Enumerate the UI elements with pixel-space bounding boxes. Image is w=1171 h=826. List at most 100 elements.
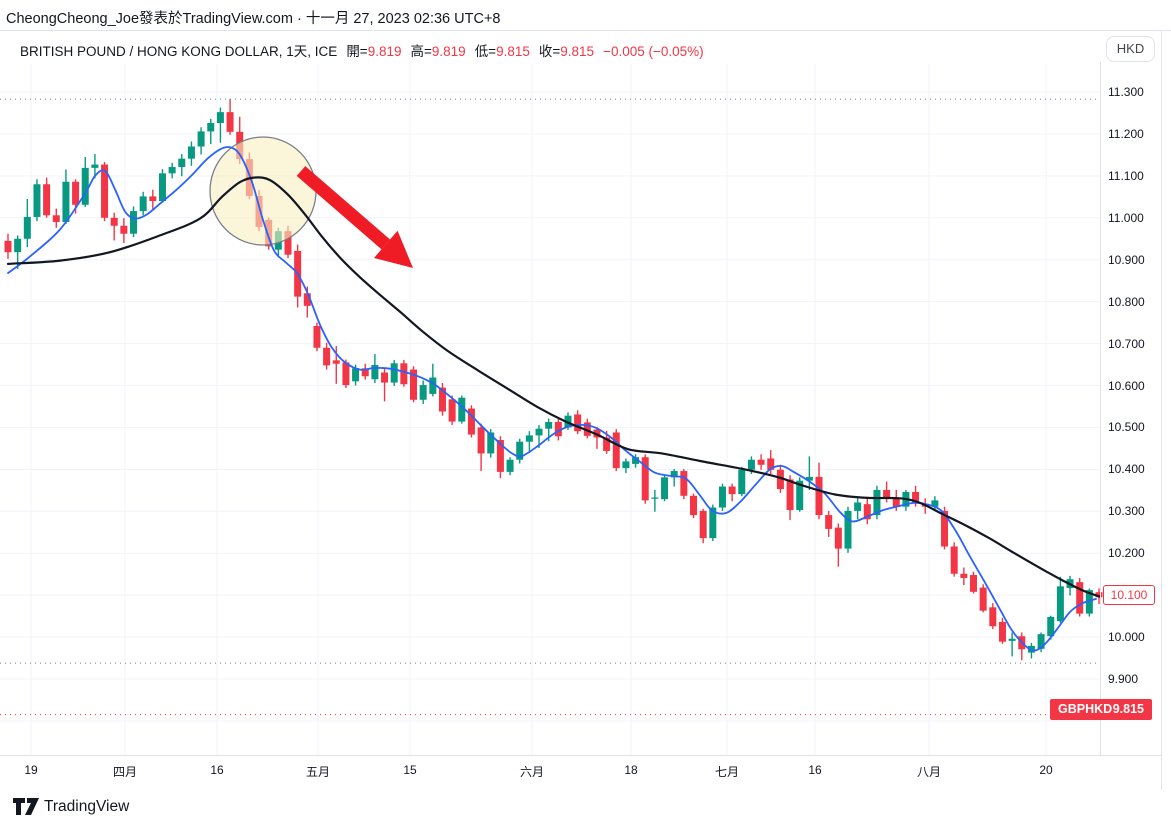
symbol-title-bar: BRITISH POUND / HONG KONG DOLLAR, 1天, IC… xyxy=(20,40,704,60)
symbol-title: BRITISH POUND / HONG KONG DOLLAR, 1天, IC… xyxy=(20,44,338,59)
candle-body xyxy=(709,507,717,539)
ohlc-value: 9.815 xyxy=(496,44,530,59)
price-axis-label: 11.300 xyxy=(1108,85,1144,99)
candle-body xyxy=(574,414,582,432)
candle-body xyxy=(390,363,398,383)
tradingview-logo-icon[interactable] xyxy=(13,798,39,815)
time-axis-label: 15 xyxy=(403,763,417,777)
candle-body xyxy=(545,421,553,429)
candle-body xyxy=(970,575,977,592)
candle-body xyxy=(786,479,794,511)
candle-body xyxy=(361,368,369,377)
candle-body xyxy=(670,471,678,478)
candle-body xyxy=(612,432,620,469)
ohlc-value: 9.819 xyxy=(431,44,466,59)
snapshot-attribution-text: CheongCheong_Joe發表於TradingView.com · 十一月… xyxy=(6,11,501,27)
arrow-annotation-head[interactable] xyxy=(374,230,413,268)
candle-body xyxy=(216,112,224,124)
candle-body xyxy=(554,421,562,437)
price-axis-label: 10.700 xyxy=(1108,336,1145,351)
price-axis-label: 10.800 xyxy=(1108,294,1145,309)
ohlc-label: 高= xyxy=(410,44,432,59)
candle-body xyxy=(622,461,630,469)
candle-body xyxy=(458,397,466,422)
candle-body xyxy=(1008,638,1016,641)
candle-body xyxy=(680,471,688,496)
candle-body xyxy=(535,428,543,436)
time-axis-label: 六月 xyxy=(519,765,544,779)
candle-body xyxy=(506,459,514,472)
candle-body xyxy=(332,360,340,364)
last-price-badge: 10.100 xyxy=(1103,585,1155,606)
candle-body xyxy=(603,437,611,451)
candle-body xyxy=(892,498,900,507)
price-axis-label: 10.000 xyxy=(1108,630,1145,645)
candle-body xyxy=(1047,616,1055,637)
candle-body xyxy=(950,546,958,574)
candle-body xyxy=(583,422,591,436)
candle-body xyxy=(4,240,12,253)
candle-body xyxy=(699,510,707,539)
currency-toggle-button[interactable]: HKD xyxy=(1106,36,1155,62)
candle-body xyxy=(487,432,495,454)
candle-body xyxy=(323,347,331,366)
candle-body xyxy=(130,211,138,234)
candle-body xyxy=(352,368,360,382)
symbol-badge-price: 9.815 xyxy=(1112,702,1144,716)
candle-body xyxy=(854,502,862,511)
candle-body xyxy=(62,181,70,222)
candle-body xyxy=(72,181,80,205)
candle-body xyxy=(883,489,891,499)
candle-body xyxy=(979,587,987,611)
footer-bar: TradingView xyxy=(0,790,1171,826)
candle-body xyxy=(651,497,659,499)
candle-body xyxy=(381,372,389,383)
ohlc-value: 9.819 xyxy=(367,44,402,59)
candle-body xyxy=(284,231,292,255)
candle-body xyxy=(863,504,871,520)
time-axis-label: 16 xyxy=(808,763,822,777)
candle-body xyxy=(516,441,524,460)
candle-body xyxy=(912,492,920,503)
candle-body xyxy=(931,500,939,507)
price-axis-label: 10.400 xyxy=(1108,462,1145,477)
arrow-annotation-shaft[interactable] xyxy=(296,166,391,250)
price-axis-label: 10.300 xyxy=(1108,504,1145,519)
candle-body xyxy=(747,459,755,470)
candle-body xyxy=(139,196,147,212)
candle-body xyxy=(371,364,379,380)
candle-body xyxy=(178,158,186,168)
snapshot-attribution: CheongCheong_Joe發表於TradingView.com · 十一月… xyxy=(6,7,500,28)
candle-body xyxy=(120,225,128,234)
candle-body xyxy=(226,112,234,132)
symbol-price-badge: GBPHKD 9.815 xyxy=(1050,699,1152,720)
candle-body xyxy=(429,377,437,394)
candle-body xyxy=(960,573,968,578)
candle-body xyxy=(410,369,418,400)
candle-body xyxy=(303,293,311,306)
candle-body xyxy=(149,196,157,202)
candle-body xyxy=(448,399,456,422)
candle-body xyxy=(467,408,475,435)
ohlc-value: 9.815 xyxy=(560,44,595,59)
candle-body xyxy=(101,164,109,218)
candle-body xyxy=(728,486,736,495)
tradingview-logo-text[interactable]: TradingView xyxy=(44,798,130,815)
price-axis-label: 11.100 xyxy=(1108,168,1144,183)
ma-fast-line xyxy=(7,146,1097,652)
candle-body xyxy=(1095,592,1103,598)
ohlc-label: 收= xyxy=(538,44,561,59)
candle-body xyxy=(81,167,89,205)
highlight-ellipse-annotation[interactable] xyxy=(209,136,317,246)
candle-body xyxy=(187,146,195,159)
candle-body xyxy=(632,457,640,464)
time-axis-label: 七月 xyxy=(714,765,739,779)
time-axis-label: 18 xyxy=(624,763,638,777)
candle-body xyxy=(477,427,485,454)
candle-body xyxy=(796,480,804,511)
price-axis-label: 9.900 xyxy=(1108,672,1139,687)
candle-body xyxy=(661,477,669,500)
time-axis-label: 20 xyxy=(1039,763,1053,777)
